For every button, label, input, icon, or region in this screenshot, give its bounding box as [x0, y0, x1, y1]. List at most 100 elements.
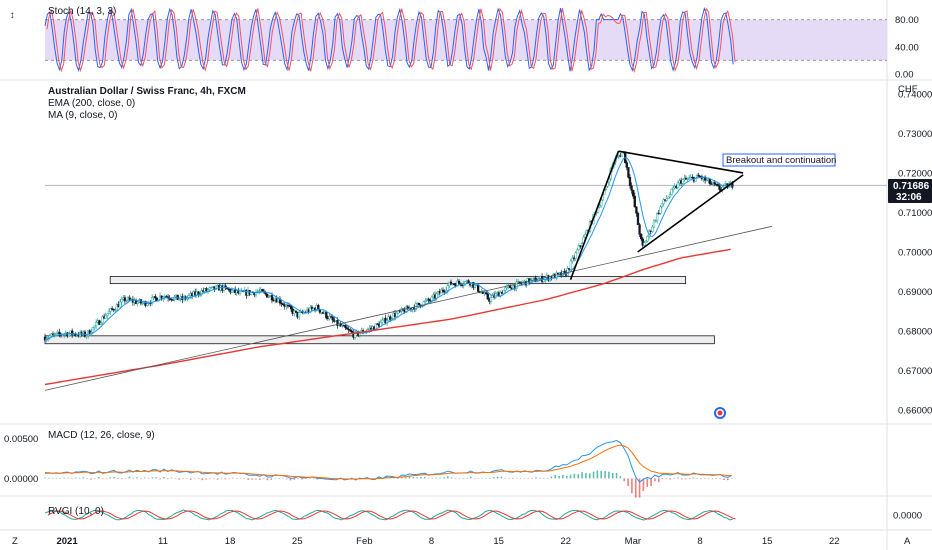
candle-body — [449, 281, 453, 285]
trendlines — [44, 150, 773, 391]
macd-tick-label: 0.00500 — [4, 434, 38, 445]
macd-hist-bar — [101, 478, 104, 480]
macd-hist-bar — [611, 472, 614, 479]
candle-body — [625, 162, 628, 168]
price-tag-value: 0.71686 — [893, 181, 930, 192]
candle-body — [258, 290, 261, 293]
macd-hist-bar — [654, 478, 656, 482]
candle-body — [670, 188, 673, 195]
macd-hist-bar — [638, 478, 641, 498]
candle-body — [486, 293, 489, 300]
macd-hist-bar — [493, 477, 495, 479]
candle-body — [254, 291, 258, 296]
macd-hist-bar — [596, 470, 599, 479]
stoch-legend: Stoch (14, 3, 3) — [48, 6, 116, 17]
macd-hist-bar — [665, 478, 668, 480]
time-tick-label: 18 — [225, 536, 236, 547]
macd-hist-bar — [592, 471, 595, 479]
macd-hist-bar — [274, 477, 276, 479]
candle-body — [328, 316, 331, 319]
candle-body — [430, 296, 433, 301]
macd-legend: MACD (12, 26, close, 9) — [48, 430, 155, 441]
macd-hist-bar — [120, 478, 123, 480]
candle-body — [716, 184, 720, 186]
macd-hist-bar — [727, 478, 729, 481]
macd-hist-bar — [700, 478, 702, 480]
ma9-line — [44, 157, 733, 341]
rvgi-legend: RVGI (10, 0) — [48, 506, 104, 517]
candle-body — [395, 312, 398, 317]
macd-hist-bar — [684, 478, 687, 480]
candle-body — [427, 298, 430, 301]
ma-legend: MA (9, close, 0) — [48, 110, 117, 121]
breakout-line — [569, 150, 620, 280]
stoch-d-line — [46, 7, 736, 74]
symbol-title: Australian Dollar / Swiss Franc, 4h, FXC… — [48, 86, 246, 97]
price-tick-label: 0.68000 — [898, 327, 932, 338]
candle-body — [665, 198, 668, 201]
macd-hist-bar — [715, 478, 718, 479]
price-tick-label: 0.73000 — [898, 129, 932, 140]
event-flag-icon[interactable] — [714, 407, 726, 419]
macd-hist-bar — [619, 476, 622, 479]
candle-body — [150, 297, 154, 304]
macd-hist-bar — [535, 477, 537, 479]
macd-hist-bar — [59, 478, 62, 479]
macd-hist-bar — [446, 476, 449, 479]
macd-hist-bar — [166, 478, 169, 480]
candle-body — [640, 234, 643, 240]
macd-hist-bar — [113, 476, 115, 479]
annotation-border — [722, 153, 836, 167]
candle-body — [576, 249, 579, 254]
stoch-panel: Stoch (14, 3, 3) 80.00 40.00 0.00 — [44, 6, 919, 81]
macd-hist-bar — [416, 477, 418, 479]
candle-body — [476, 284, 480, 292]
candle-body — [61, 334, 64, 336]
macd-hist-bar — [228, 478, 230, 479]
macd-signal-line — [44, 444, 732, 480]
stoch-tick-label: 0.00 — [895, 70, 914, 81]
candle-body — [110, 308, 114, 310]
macd-axis: 0.00500 0.00000 — [4, 434, 38, 485]
candle-body — [91, 327, 95, 333]
macd-hist-bar — [404, 477, 407, 479]
macd-hist-bar — [508, 478, 510, 479]
annotation-box[interactable]: Breakout and continuation — [722, 153, 836, 167]
macd-hist-bar — [420, 477, 422, 479]
macd-hist-bar — [90, 478, 92, 480]
macd-hist-bar — [408, 476, 411, 479]
time-tick-label: 8 — [697, 536, 702, 547]
price-tick-label: 0.71000 — [898, 208, 932, 219]
candle-body — [668, 194, 672, 198]
candle-body — [347, 328, 350, 331]
macd-hist-bar — [661, 478, 664, 480]
candle-body — [350, 330, 354, 333]
macd-hist-bar — [512, 478, 514, 480]
candle-body — [53, 333, 56, 336]
macd-hist-bar — [623, 478, 626, 482]
candle-body — [654, 220, 657, 222]
rvgi-panel: RVGI (10, 0) 0.0000 — [44, 506, 922, 522]
macd-hist-bar — [201, 478, 204, 481]
zone-rect — [109, 276, 687, 285]
candle-body — [638, 224, 641, 235]
candle-body — [676, 182, 680, 189]
macd-hist-bar — [140, 478, 142, 479]
macd-hist-bar — [178, 478, 181, 480]
macd-hist-bar — [692, 477, 695, 479]
macd-hist-bar — [278, 478, 280, 479]
candle-body — [141, 302, 144, 305]
candle-body — [109, 308, 112, 312]
candle-body — [705, 179, 708, 182]
macd-hist-bar — [458, 478, 461, 479]
macd-hist-bar — [397, 478, 399, 479]
candle-body — [574, 252, 577, 259]
macd-hist-bar — [301, 478, 303, 480]
time-tick-label: 22 — [829, 536, 840, 547]
macd-hist-bar — [531, 478, 533, 479]
macd-hist-bar — [523, 477, 526, 479]
macd-hist-bar — [696, 478, 698, 479]
macd-histogram — [44, 470, 733, 498]
macd-hist-bar — [212, 478, 215, 479]
